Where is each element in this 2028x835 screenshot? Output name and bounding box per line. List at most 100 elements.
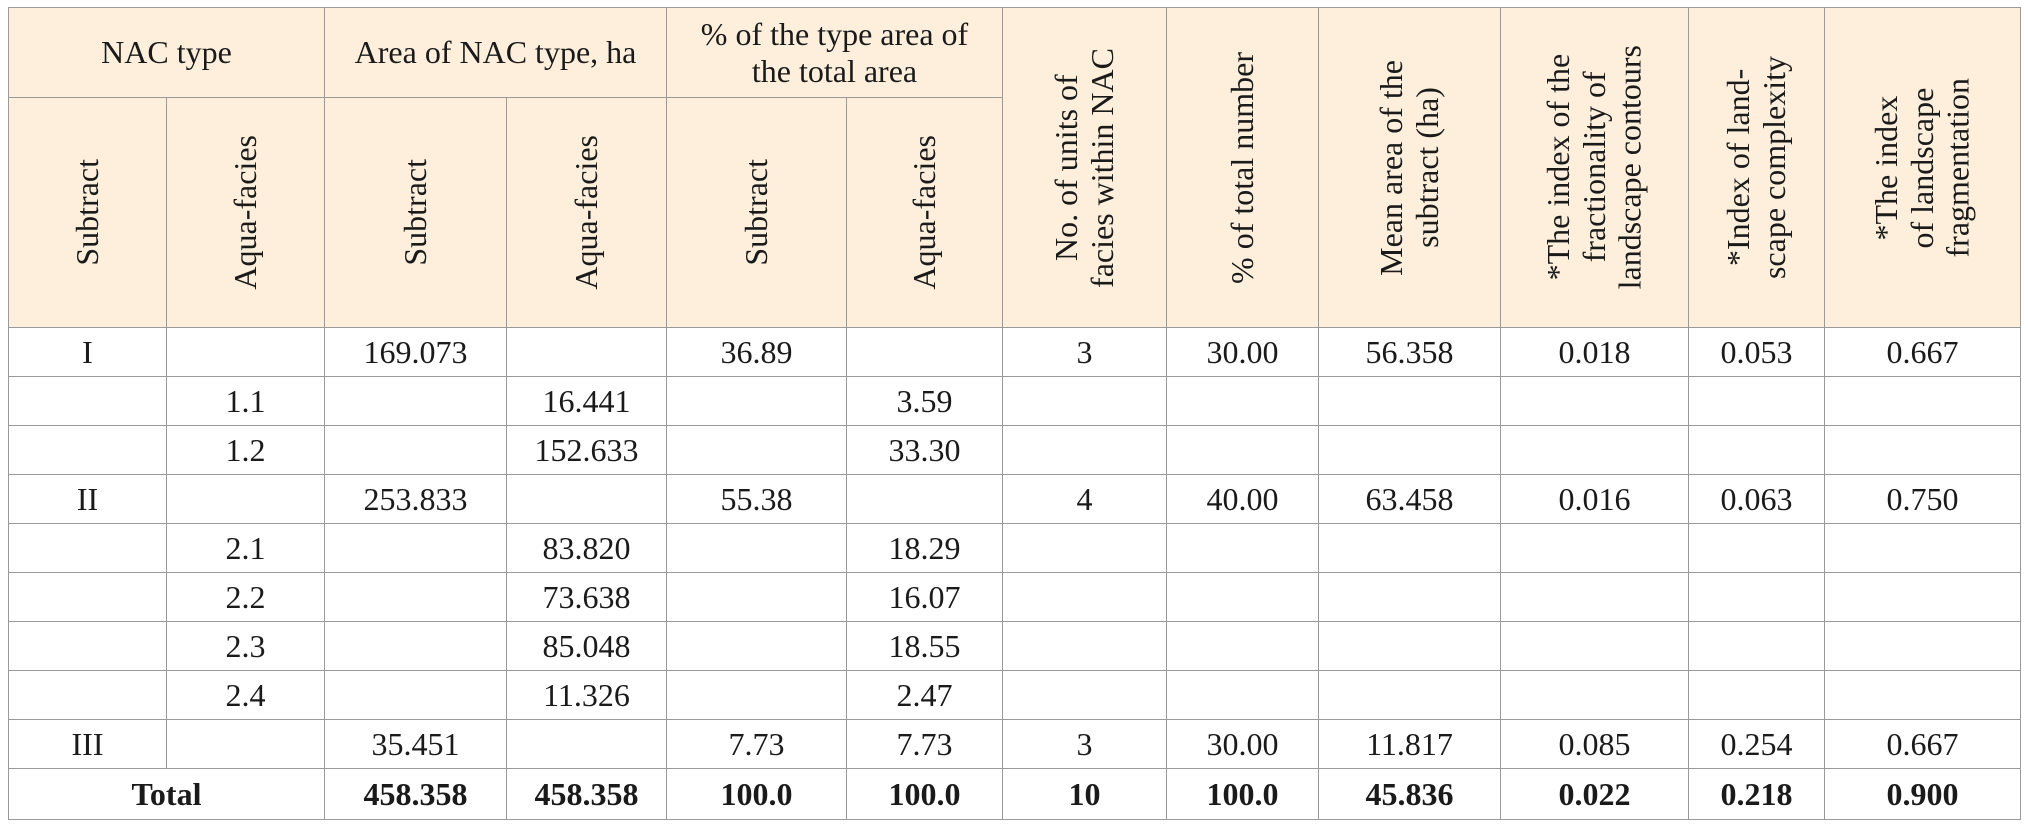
total-cell-mean: 45.836: [1318, 768, 1501, 820]
cell-pct-aqua: 18.29: [846, 523, 1003, 573]
subheader-subtract-area: Subtract: [324, 97, 507, 328]
total-cell-pct-total: 100.0: [1166, 768, 1319, 820]
cell-area-sub: 169.073: [324, 327, 507, 377]
cell-compl: 0.063: [1688, 474, 1825, 524]
header-fragmentation-line-3: fragmentation: [1939, 77, 1976, 258]
cell-units: [1002, 376, 1167, 426]
cell-pct-sub: [666, 523, 847, 573]
header-units-line-2: facies within NAC: [1083, 47, 1120, 288]
cell-fragm: [1824, 425, 2021, 475]
cell-pct-aqua: [846, 474, 1003, 524]
cell-mean: 11.817: [1318, 719, 1501, 769]
cell-fract: [1500, 621, 1689, 671]
cell-pct-aqua: 18.55: [846, 621, 1003, 671]
cell-compl: 0.254: [1688, 719, 1825, 769]
cell-area-aqua: 11.326: [506, 670, 667, 720]
cell-aqua: [166, 474, 325, 524]
cell-mean: [1318, 621, 1501, 671]
header-fragmentation-line-1: *The index: [1867, 95, 1904, 240]
header-area: Area of NAC type, ha: [324, 7, 667, 98]
subheader-subtract-type-text: Subtract: [68, 159, 105, 266]
cell-area-sub: [324, 621, 507, 671]
cell-pct-aqua: 16.07: [846, 572, 1003, 622]
cell-pct-sub: [666, 572, 847, 622]
total-label: Total: [8, 768, 325, 820]
table-row: I 169.073 36.89 3 30.00 56.358 0.018 0.053 0.667: [8, 327, 2021, 377]
total-cell-area-sub: 458.358: [324, 768, 507, 820]
cell-aqua: 2.2: [166, 572, 325, 622]
cell-mean: [1318, 425, 1501, 475]
cell-pct-aqua: [846, 327, 1003, 377]
cell-area-sub: 35.451: [324, 719, 507, 769]
cell-area-aqua: [506, 327, 667, 377]
table-body: I 169.073 36.89 3 30.00 56.358 0.018 0.053 0.667…: [8, 327, 2021, 820]
subheader-subtract-percent: Subtract: [666, 97, 847, 328]
total-cell-compl: 0.218: [1688, 768, 1825, 820]
cell-type: III: [8, 719, 167, 769]
cell-pct-aqua: 3.59: [846, 376, 1003, 426]
cell-units: [1002, 621, 1167, 671]
cell-pct-sub: 55.38: [666, 474, 847, 524]
cell-mean: 63.458: [1318, 474, 1501, 524]
cell-area-sub: [324, 376, 507, 426]
header-percent-area-text: % of the type area of the total area: [700, 15, 969, 89]
header-complexity-line-2: scape complexity: [1755, 55, 1792, 280]
cell-aqua: 2.1: [166, 523, 325, 573]
subheader-aqua-type: Aqua-facies: [166, 97, 325, 328]
header-fragmentation: *The index of landscape fragmentation: [1824, 7, 2021, 328]
cell-mean: [1318, 523, 1501, 573]
cell-aqua: 2.4: [166, 670, 325, 720]
subheader-subtract-percent-text: Subtract: [737, 159, 774, 266]
cell-aqua: 1.1: [166, 376, 325, 426]
cell-fract: [1500, 425, 1689, 475]
cell-area-sub: 253.833: [324, 474, 507, 524]
header-mean-area-text: Mean area of the subtract (ha): [1372, 59, 1446, 276]
header-fractionality: *The index of the fractionality of landsca…: [1500, 7, 1689, 328]
subheader-aqua-area: Aqua-facies: [506, 97, 667, 328]
cell-units: [1002, 523, 1167, 573]
header-complexity-text: *Index of land-scape complexity: [1719, 55, 1793, 280]
cell-pct-sub: 7.73: [666, 719, 847, 769]
cell-pct-total: [1166, 621, 1319, 671]
table-row: 1.2 152.633 33.30: [8, 425, 2021, 475]
header-percent-total-text: % of total number: [1223, 51, 1260, 284]
cell-pct-total: [1166, 376, 1319, 426]
subheader-aqua-percent: Aqua-facies: [846, 97, 1003, 328]
header-complexity-line-1: *Index of land-: [1719, 68, 1756, 267]
cell-type: I: [8, 327, 167, 377]
cell-compl: [1688, 572, 1825, 622]
table-row: II 253.833 55.38 4 40.00 63.458 0.016 0.063 0.75…: [8, 474, 2021, 524]
cell-units: [1002, 670, 1167, 720]
table-row: 2.3 85.048 18.55: [8, 621, 2021, 671]
subheader-aqua-type-text: Aqua-facies: [226, 135, 263, 290]
cell-units: 4: [1002, 474, 1167, 524]
header-nac-type: NAC type: [8, 7, 325, 98]
header-fractionality-text: *The index of the fractionality of landsca…: [1540, 45, 1648, 290]
cell-fragm: [1824, 376, 2021, 426]
cell-compl: 0.053: [1688, 327, 1825, 377]
cell-fragm: 0.667: [1824, 719, 2021, 769]
header-percent-total: % of total number: [1166, 7, 1319, 328]
cell-pct-total: [1166, 670, 1319, 720]
cell-aqua: 2.3: [166, 621, 325, 671]
table-row: 2.4 11.326 2.47: [8, 670, 2021, 720]
cell-pct-total: [1166, 523, 1319, 573]
cell-pct-total: [1166, 425, 1319, 475]
cell-mean: 56.358: [1318, 327, 1501, 377]
table-row: 2.2 73.638 16.07: [8, 572, 2021, 622]
header-mean-area: Mean area of the subtract (ha): [1318, 7, 1501, 328]
header-area-text: Area of NAC type, ha: [354, 34, 637, 71]
cell-fract: [1500, 670, 1689, 720]
header-fractionality-line-3: landscape contours: [1611, 45, 1648, 290]
table-row: 2.1 83.820 18.29: [8, 523, 2021, 573]
cell-area-aqua: [506, 719, 667, 769]
cell-type: [8, 376, 167, 426]
header-mean-area-line-1: Mean area of the: [1372, 59, 1409, 276]
cell-pct-total: [1166, 572, 1319, 622]
cell-aqua: [166, 327, 325, 377]
header-complexity: *Index of land-scape complexity: [1688, 7, 1825, 328]
cell-type: [8, 425, 167, 475]
cell-fract: 0.018: [1500, 327, 1689, 377]
cell-fragm: [1824, 621, 2021, 671]
table-row: 1.1 16.441 3.59: [8, 376, 2021, 426]
